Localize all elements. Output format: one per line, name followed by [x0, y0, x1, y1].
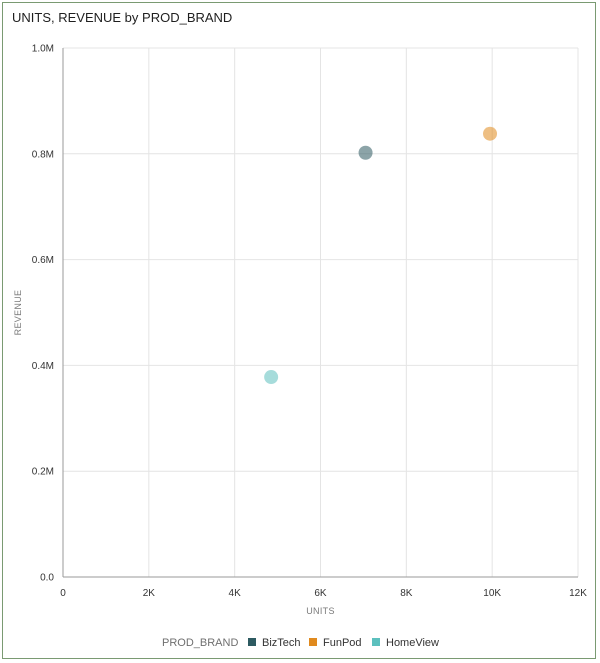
- y-axis-label: REVENUE: [13, 290, 23, 336]
- legend-item-label: FunPod: [323, 637, 362, 649]
- y-tick-label: 0.0: [40, 573, 54, 584]
- legend-title: PROD_BRAND: [162, 637, 238, 649]
- y-tick-label: 0.6M: [32, 255, 54, 266]
- y-tick-label: 0.4M: [32, 361, 54, 372]
- data-point: [264, 370, 279, 385]
- legend-item-label: BizTech: [262, 637, 301, 649]
- data-point: [483, 126, 498, 141]
- x-tick-label: 4K: [229, 588, 242, 599]
- legend-swatch: [248, 638, 256, 646]
- x-tick-label: 0: [60, 588, 66, 599]
- data-point: [358, 145, 373, 160]
- y-tick-label: 1.0M: [32, 44, 54, 55]
- y-tick-label: 0.2M: [32, 467, 54, 478]
- legend-swatch: [309, 638, 317, 646]
- x-tick-label: 10K: [483, 588, 501, 599]
- x-tick-label: 6K: [314, 588, 327, 599]
- y-tick-label: 0.8M: [32, 149, 54, 160]
- legend-item-label: HomeView: [386, 637, 439, 649]
- x-axis-label: UNITS: [306, 606, 335, 616]
- legend-swatch: [372, 638, 380, 646]
- chart-title: UNITS, REVENUE by PROD_BRAND: [12, 10, 233, 25]
- x-tick-label: 8K: [400, 588, 413, 599]
- x-tick-label: 12K: [569, 588, 587, 599]
- x-tick-label: 2K: [143, 588, 156, 599]
